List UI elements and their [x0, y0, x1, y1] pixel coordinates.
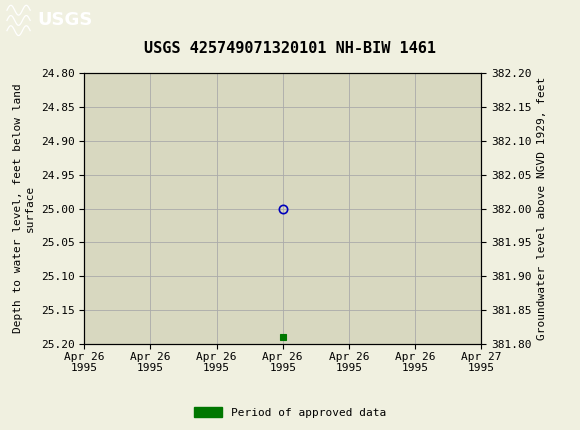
Y-axis label: Groundwater level above NGVD 1929, feet: Groundwater level above NGVD 1929, feet — [537, 77, 547, 340]
Text: USGS: USGS — [38, 12, 93, 29]
Y-axis label: Depth to water level, feet below land
surface: Depth to water level, feet below land su… — [13, 84, 35, 333]
Text: USGS 425749071320101 NH-BIW 1461: USGS 425749071320101 NH-BIW 1461 — [144, 41, 436, 56]
Legend: Period of approved data: Period of approved data — [190, 403, 390, 422]
